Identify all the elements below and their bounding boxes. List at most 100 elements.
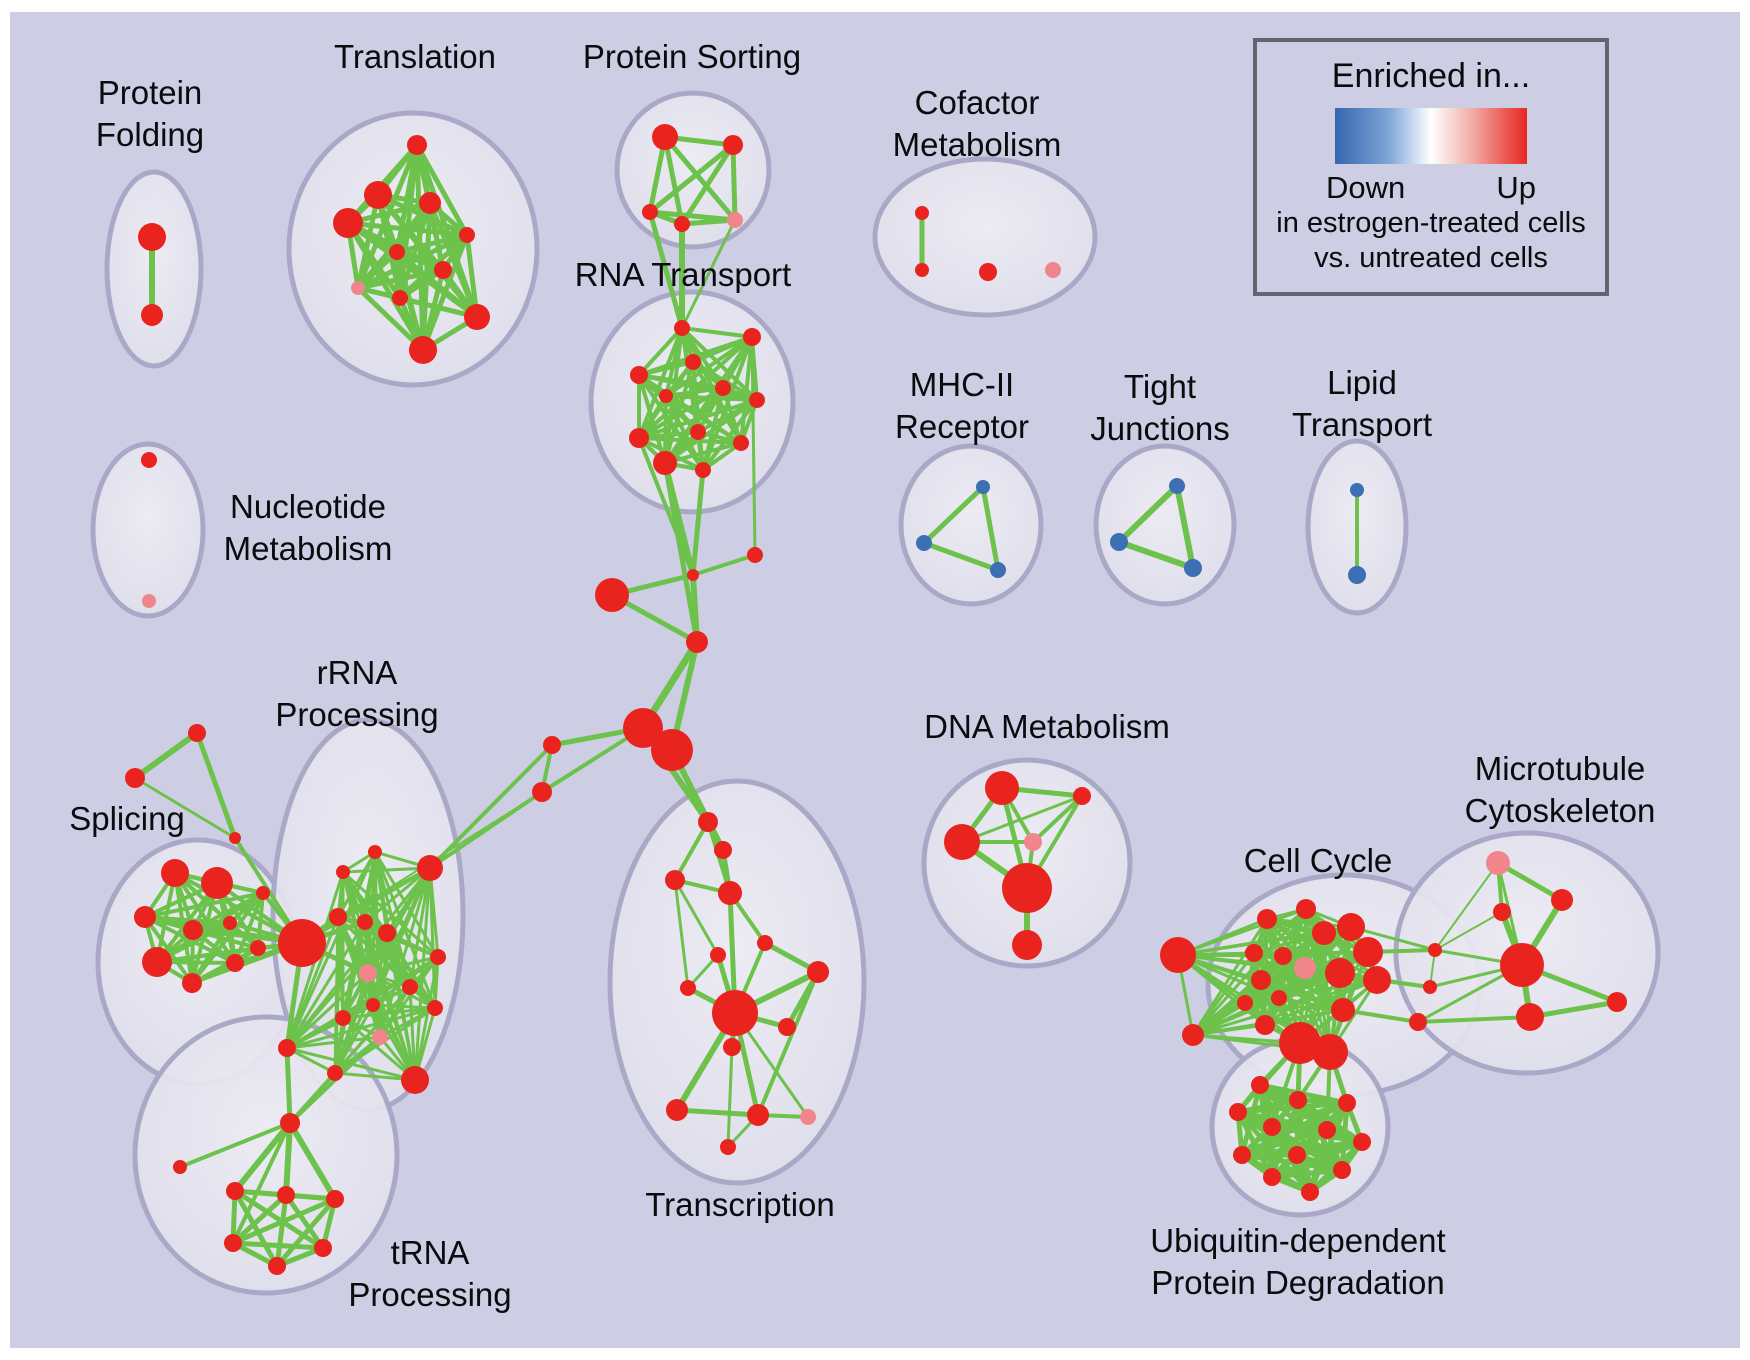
node-dna — [1002, 863, 1052, 913]
edge — [283, 1120, 293, 1198]
legend: Enriched in... Down Up in estrogen-treat… — [1253, 38, 1609, 296]
node-rna_transport — [749, 392, 765, 408]
node-trna — [224, 1234, 242, 1252]
node-rrna — [357, 914, 373, 930]
edge — [231, 1121, 292, 1245]
node-connectors — [543, 736, 561, 754]
node-rna_transport — [674, 320, 690, 336]
node-mhc — [976, 480, 990, 494]
node-rna_transport — [659, 389, 673, 403]
edge — [274, 1196, 338, 1269]
edge — [287, 1120, 338, 1202]
edge — [408, 866, 432, 989]
cluster-label-microtubule: Microtubule Cytoskeleton — [1464, 750, 1656, 829]
node-transcription — [665, 870, 685, 890]
edge — [662, 134, 685, 227]
edge — [414, 142, 470, 238]
node-rrna — [335, 1010, 351, 1026]
node-cell_cycle — [1245, 944, 1263, 962]
edge — [133, 776, 237, 840]
cluster-label-rrna: rRNA Processing — [275, 654, 439, 733]
edge — [730, 142, 738, 223]
edge — [285, 971, 370, 1050]
node-splicing — [278, 919, 326, 967]
node-cell_cycle — [1363, 966, 1391, 994]
edge — [355, 249, 400, 291]
legend-endpoints: Down Up — [1326, 170, 1536, 206]
node-translation — [333, 208, 363, 238]
edge — [371, 1003, 417, 1082]
edge — [679, 142, 736, 227]
edge — [739, 335, 754, 445]
node-rrna — [366, 998, 380, 1012]
node-rrna — [417, 855, 443, 881]
edge — [333, 915, 340, 1075]
node-rrna — [401, 1066, 429, 1094]
node-cell_cycle — [1251, 970, 1271, 990]
edge — [637, 436, 695, 577]
edge — [1263, 978, 1379, 1027]
node-dna — [1024, 833, 1042, 851]
node-transcription — [680, 980, 696, 996]
edge — [355, 267, 446, 291]
edge — [345, 220, 426, 353]
edge — [366, 971, 417, 1082]
node-tight — [1169, 478, 1185, 494]
node-ubiquitin — [1338, 1094, 1356, 1112]
node-translation — [409, 336, 437, 364]
node-rrna — [372, 1029, 388, 1045]
cluster-label-splicing: Splicing — [69, 800, 185, 837]
node-rrna — [327, 1065, 343, 1081]
node-connectors — [651, 729, 693, 771]
node-rna_transport — [690, 424, 706, 440]
cluster-label-cell_cycle: Cell Cycle — [1243, 842, 1393, 879]
edge — [1416, 1015, 1532, 1024]
edge — [283, 1192, 326, 1251]
node-translation — [389, 244, 405, 260]
edge — [230, 1240, 326, 1251]
node-cell_cycle — [1353, 937, 1383, 967]
node-cell_cycle — [1325, 958, 1355, 988]
edge — [178, 1121, 292, 1169]
edge — [355, 285, 426, 353]
node-trna — [326, 1190, 344, 1208]
node-protein_folding — [138, 223, 166, 251]
node-trna — [226, 1182, 244, 1200]
node-cofactor — [1045, 262, 1061, 278]
node-cell_cycle — [1331, 998, 1355, 1022]
cluster-label-cofactor: Cofactor Metabolism — [892, 84, 1062, 163]
legend-subtitle-line2: vs. untreated cells — [1314, 242, 1548, 274]
edge — [232, 1120, 293, 1194]
node-splicing — [223, 916, 237, 930]
edge — [371, 1003, 437, 1010]
node-lipid — [1350, 483, 1364, 497]
edge — [664, 394, 759, 402]
cluster-label-protein_folding: Protein Folding — [95, 74, 205, 153]
node-rrna — [378, 924, 396, 942]
node-protein_sorting — [723, 135, 743, 155]
node-ubiquitin — [1251, 1076, 1269, 1094]
edge — [1527, 999, 1620, 1020]
node-cofactor — [915, 206, 929, 220]
edge — [1341, 1008, 1420, 1024]
node-rrna — [368, 845, 382, 859]
node-translation — [434, 261, 452, 279]
edge — [284, 1045, 293, 1126]
node-protein_sorting — [652, 124, 678, 150]
edge — [664, 394, 700, 434]
edge — [232, 1188, 326, 1251]
node-ubiquitin — [1353, 1133, 1371, 1151]
node-rrna — [336, 865, 350, 879]
legend-up-label: Up — [1496, 170, 1536, 205]
node-tight — [1110, 533, 1128, 551]
node-cell_cycle — [1312, 921, 1336, 945]
edge — [1176, 907, 1308, 957]
node-protein_sorting — [642, 204, 658, 220]
node-rrna — [430, 949, 446, 965]
edge — [1174, 483, 1196, 571]
edge — [637, 326, 684, 377]
node-cell_cycle — [1182, 1024, 1204, 1046]
edge — [355, 192, 381, 291]
edge — [1239, 1127, 1330, 1158]
edge — [143, 891, 265, 919]
